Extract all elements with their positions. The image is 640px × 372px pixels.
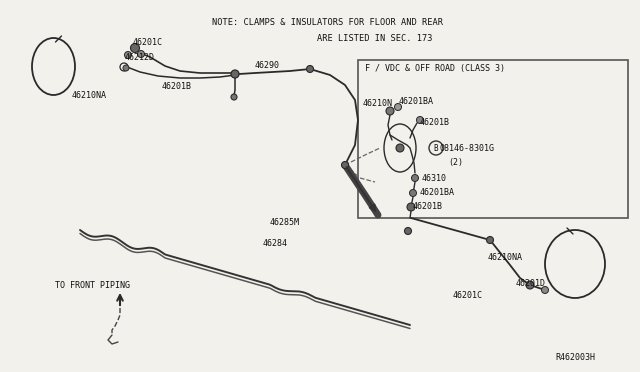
- Circle shape: [394, 103, 401, 110]
- Text: 08146-8301G: 08146-8301G: [440, 144, 495, 153]
- Circle shape: [412, 174, 419, 182]
- Text: 46210N: 46210N: [363, 99, 393, 108]
- Circle shape: [386, 107, 394, 115]
- Circle shape: [486, 237, 493, 244]
- Text: 46210NA: 46210NA: [72, 90, 107, 99]
- Text: ARE LISTED IN SEC. 173: ARE LISTED IN SEC. 173: [317, 33, 433, 42]
- Circle shape: [417, 116, 424, 124]
- Circle shape: [342, 161, 349, 169]
- Circle shape: [396, 144, 404, 152]
- Text: 46285M: 46285M: [270, 218, 300, 227]
- Text: 46290: 46290: [255, 61, 280, 70]
- Circle shape: [410, 189, 417, 196]
- Text: 46201C: 46201C: [133, 38, 163, 46]
- Circle shape: [123, 65, 129, 71]
- Circle shape: [404, 228, 412, 234]
- Circle shape: [125, 51, 131, 58]
- Text: F / VDC & OFF ROAD (CLASS 3): F / VDC & OFF ROAD (CLASS 3): [365, 64, 505, 73]
- Text: 46201B: 46201B: [413, 202, 443, 211]
- Text: TO FRONT PIPING: TO FRONT PIPING: [55, 280, 130, 289]
- Text: 46201BA: 46201BA: [420, 187, 455, 196]
- Text: 46210NA: 46210NA: [488, 253, 523, 263]
- Circle shape: [526, 281, 534, 289]
- Circle shape: [541, 286, 548, 294]
- Text: (2): (2): [448, 157, 463, 167]
- Text: 46310: 46310: [422, 173, 447, 183]
- Circle shape: [138, 51, 145, 58]
- Text: 46201D: 46201D: [516, 279, 546, 289]
- Circle shape: [407, 203, 415, 211]
- FancyBboxPatch shape: [358, 60, 628, 218]
- Text: 46201C: 46201C: [453, 292, 483, 301]
- Text: 46201BA: 46201BA: [399, 96, 434, 106]
- Text: B: B: [434, 144, 438, 153]
- Circle shape: [231, 70, 239, 78]
- Circle shape: [231, 94, 237, 100]
- Circle shape: [307, 65, 314, 73]
- Text: R462003H: R462003H: [555, 353, 595, 362]
- Text: 46284: 46284: [263, 240, 288, 248]
- Text: 46201B: 46201B: [162, 81, 192, 90]
- Text: NOTE: CLAMPS & INSULATORS FOR FLOOR AND REAR: NOTE: CLAMPS & INSULATORS FOR FLOOR AND …: [211, 17, 442, 26]
- Circle shape: [131, 44, 140, 52]
- Text: 46201B: 46201B: [420, 118, 450, 126]
- Text: 46212D: 46212D: [125, 52, 155, 61]
